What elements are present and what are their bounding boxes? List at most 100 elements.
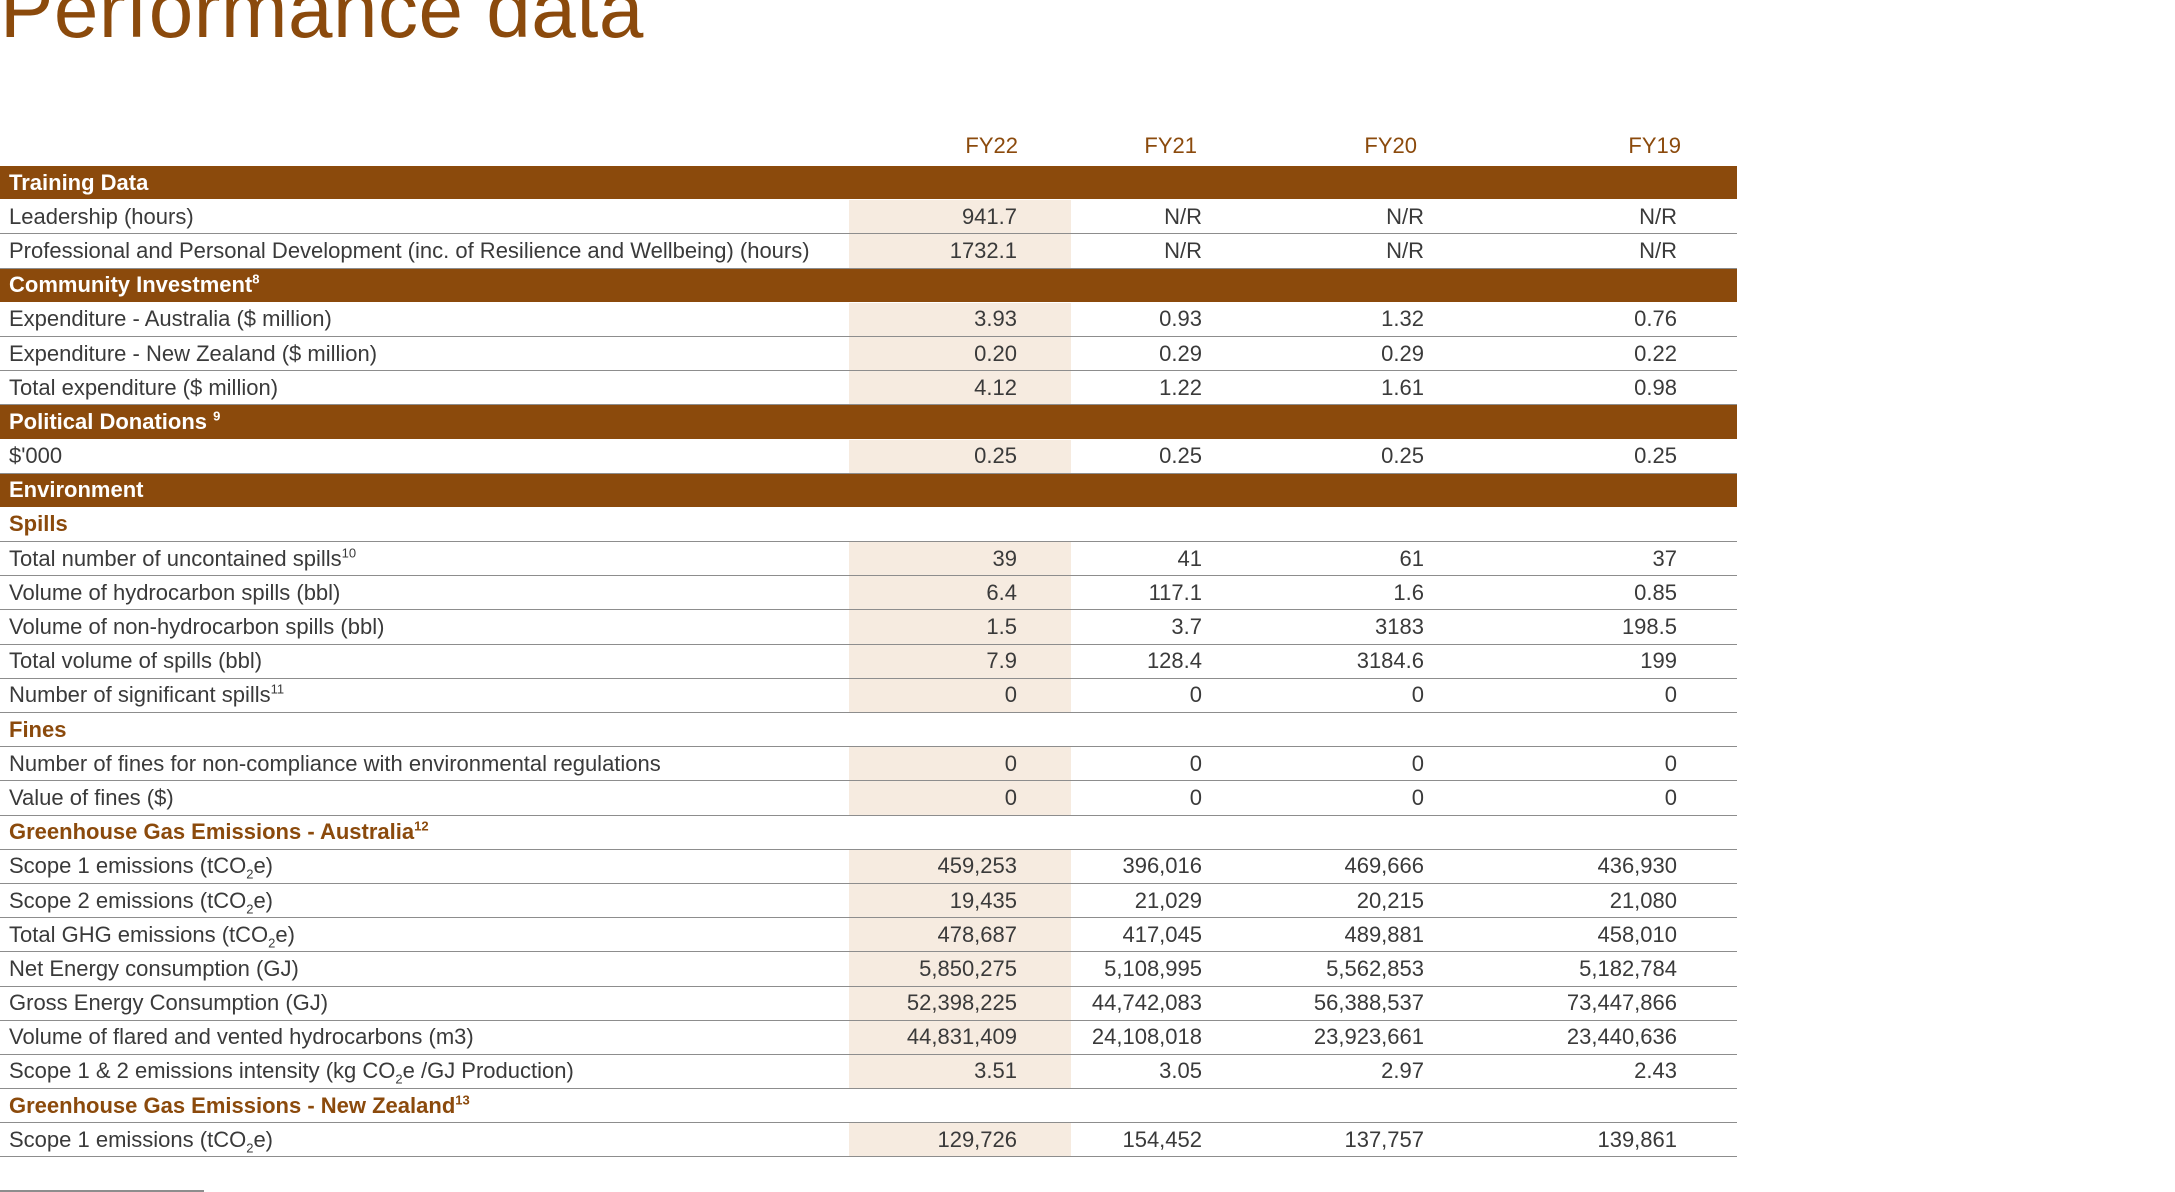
performance-table: FY22 FY21 FY20 FY19 Training Data Leaders… — [0, 126, 1737, 1158]
value-cell-fy21: 0 — [1189, 750, 1202, 776]
value-cell-fy21: 0.25 — [1159, 443, 1202, 469]
table-row: Total number of uncontained spills10 39 41… — [0, 542, 1737, 577]
section-header-row: Environment — [0, 473, 1737, 508]
row-label: Leadership (hours) — [9, 203, 194, 229]
value-cell-fy22: 478,687 — [849, 918, 1071, 952]
value-cell-fy21: 128.4 — [1146, 648, 1202, 674]
row-label: Scope 1 emissions (tCO2e) — [0, 1127, 849, 1153]
value-cell-fy19: 0.25 — [1634, 443, 1677, 469]
empty-cell — [1293, 816, 1515, 849]
value-cell-fy21: 1.22 — [1159, 374, 1202, 400]
empty-cell — [1293, 1089, 1515, 1122]
table-row: Total expenditure ($ million) 4.12 1.22 1.6… — [0, 371, 1737, 406]
value-cell-fy22: 941.7 — [849, 200, 1071, 234]
column-header-fy21: FY21 — [1144, 133, 1197, 158]
value-cell-fy19: N/R — [1639, 203, 1677, 229]
label-suffix: e) — [275, 921, 295, 947]
row-label: Expenditure - Australia ($ million) — [9, 306, 332, 332]
empty-cell — [1515, 1089, 1737, 1122]
table-row: Gross Energy Consumption (GJ) 52,398,225 4… — [0, 986, 1737, 1021]
value-cell-fy20: N/R — [1386, 237, 1424, 263]
value-cell-fy20: 0.25 — [1381, 443, 1424, 469]
row-label: Scope 1 & 2 emissions intensity (kg CO2e… — [0, 1058, 849, 1084]
table-row: Volume of flared and vented hydrocarbons… — [0, 1020, 1737, 1055]
section-header-label: Environment — [9, 477, 144, 503]
value-cell-fy22: 7.9 — [849, 644, 1071, 678]
value-cell-fy20: 1.6 — [1393, 579, 1424, 605]
value-cell-fy21: 3.05 — [1159, 1058, 1202, 1084]
table-row: Scope 1 emissions (tCO2e) 129,726 154,452 1… — [0, 1123, 1737, 1158]
footnote-ref: 11 — [270, 682, 285, 698]
value-cell-fy21: 0.29 — [1159, 340, 1202, 366]
table-row: Number of fines for non-compliance with … — [0, 747, 1737, 782]
value-cell-fy20: 3184.6 — [1356, 648, 1424, 674]
row-label: Total GHG emissions (tCO2e) — [0, 922, 849, 948]
label-suffix: e) — [253, 887, 273, 913]
value-cell-fy21: 417,045 — [1122, 921, 1202, 947]
value-cell-fy21: 396,016 — [1122, 853, 1202, 879]
value-cell-fy19: 37 — [1652, 545, 1677, 571]
value-cell-fy19: 0.22 — [1634, 340, 1677, 366]
row-label: Total expenditure ($ million) — [9, 374, 279, 400]
row-label: Number of fines for non-compliance with … — [9, 750, 661, 776]
page-title: Performance data — [0, 0, 644, 54]
value-cell-fy21: N/R — [1164, 203, 1202, 229]
subscript: 2 — [246, 1140, 254, 1153]
value-cell-fy20: 489,881 — [1344, 921, 1424, 947]
footnote-ref: 10 — [341, 545, 357, 561]
label-suffix: e /GJ Production) — [402, 1058, 574, 1084]
subsection-header-label: Greenhouse Gas Emissions - Australia12 — [9, 819, 429, 845]
value-cell-fy19: 23,440,636 — [1566, 1024, 1677, 1050]
section-header-label: Political Donations 9 — [9, 408, 221, 434]
value-cell-fy19: 436,930 — [1597, 853, 1677, 879]
empty-cell — [1071, 1089, 1293, 1122]
table-row: Scope 1 emissions (tCO2e) 459,253 396,016 4… — [0, 849, 1737, 884]
row-label: Volume of flared and vented hydrocarbons… — [9, 1024, 474, 1050]
footnote-ref: 9 — [213, 408, 221, 424]
value-cell-fy19: 458,010 — [1597, 921, 1677, 947]
table-body: Training Data Leadership (hours) 941.7 N/R N… — [0, 166, 1737, 1158]
footnote-ref: 8 — [252, 272, 260, 287]
table-row: Expenditure - New Zealand ($ million) 0.2… — [0, 336, 1737, 372]
value-cell-fy21: 0 — [1189, 682, 1202, 708]
column-header-fy20: FY20 — [1364, 133, 1417, 158]
subscript: 2 — [268, 935, 276, 948]
value-cell-fy22: 0 — [849, 747, 1071, 781]
value-cell-fy19: 2.43 — [1634, 1058, 1677, 1084]
value-cell-fy22: 0 — [849, 781, 1071, 815]
value-cell-fy22: 0.20 — [849, 336, 1071, 371]
empty-cell — [1071, 713, 1293, 746]
value-cell-fy22: 0 — [849, 678, 1071, 712]
row-label: Expenditure - New Zealand ($ million) — [9, 340, 378, 366]
empty-cell — [1515, 816, 1737, 849]
column-header-fy22: FY22 — [965, 133, 1018, 158]
row-label: Total volume of spills (bbl) — [9, 648, 263, 674]
table-row: Total volume of spills (bbl) 7.9 128.4 3184… — [0, 644, 1737, 679]
subsection-header-row: Spills — [0, 508, 1737, 543]
value-cell-fy19: 0 — [1664, 682, 1677, 708]
table-row: Leadership (hours) 941.7 N/R N/R N/R — [0, 200, 1737, 235]
value-cell-fy22: 44,831,409 — [849, 1020, 1071, 1054]
table-row: Net Energy consumption (GJ) 5,850,275 5,10… — [0, 952, 1737, 987]
footnote-ref: 13 — [455, 1092, 470, 1108]
subsection-header-label: Greenhouse Gas Emissions - New Zealand13 — [9, 1092, 470, 1118]
table-row: Value of fines ($) 0 0 0 0 — [0, 781, 1737, 816]
empty-cell — [1515, 508, 1737, 541]
subscript: 2 — [246, 866, 254, 880]
value-cell-fy21: 3.7 — [1171, 614, 1202, 640]
value-cell-fy19: 5,182,784 — [1579, 955, 1677, 981]
value-cell-fy21: N/R — [1164, 237, 1202, 263]
subsection-header-row: Fines — [0, 713, 1737, 748]
footnote-divider — [0, 1190, 204, 1192]
value-cell-fy20: 469,666 — [1344, 853, 1424, 879]
value-cell-fy19: 199 — [1640, 648, 1677, 674]
section-header-label: Training Data — [9, 169, 149, 195]
value-cell-fy22: 19,435 — [849, 883, 1071, 918]
row-label: Value of fines ($) — [9, 784, 174, 810]
value-cell-fy20: 1.32 — [1381, 306, 1424, 332]
row-label: Number of significant spills11 — [9, 682, 285, 708]
value-cell-fy22: 39 — [849, 542, 1071, 576]
row-label: Total number of uncontained spills10 — [9, 545, 357, 571]
section-header-row: Training Data — [0, 166, 1737, 201]
table-row: Number of significant spills11 0 0 0 0 — [0, 678, 1737, 713]
